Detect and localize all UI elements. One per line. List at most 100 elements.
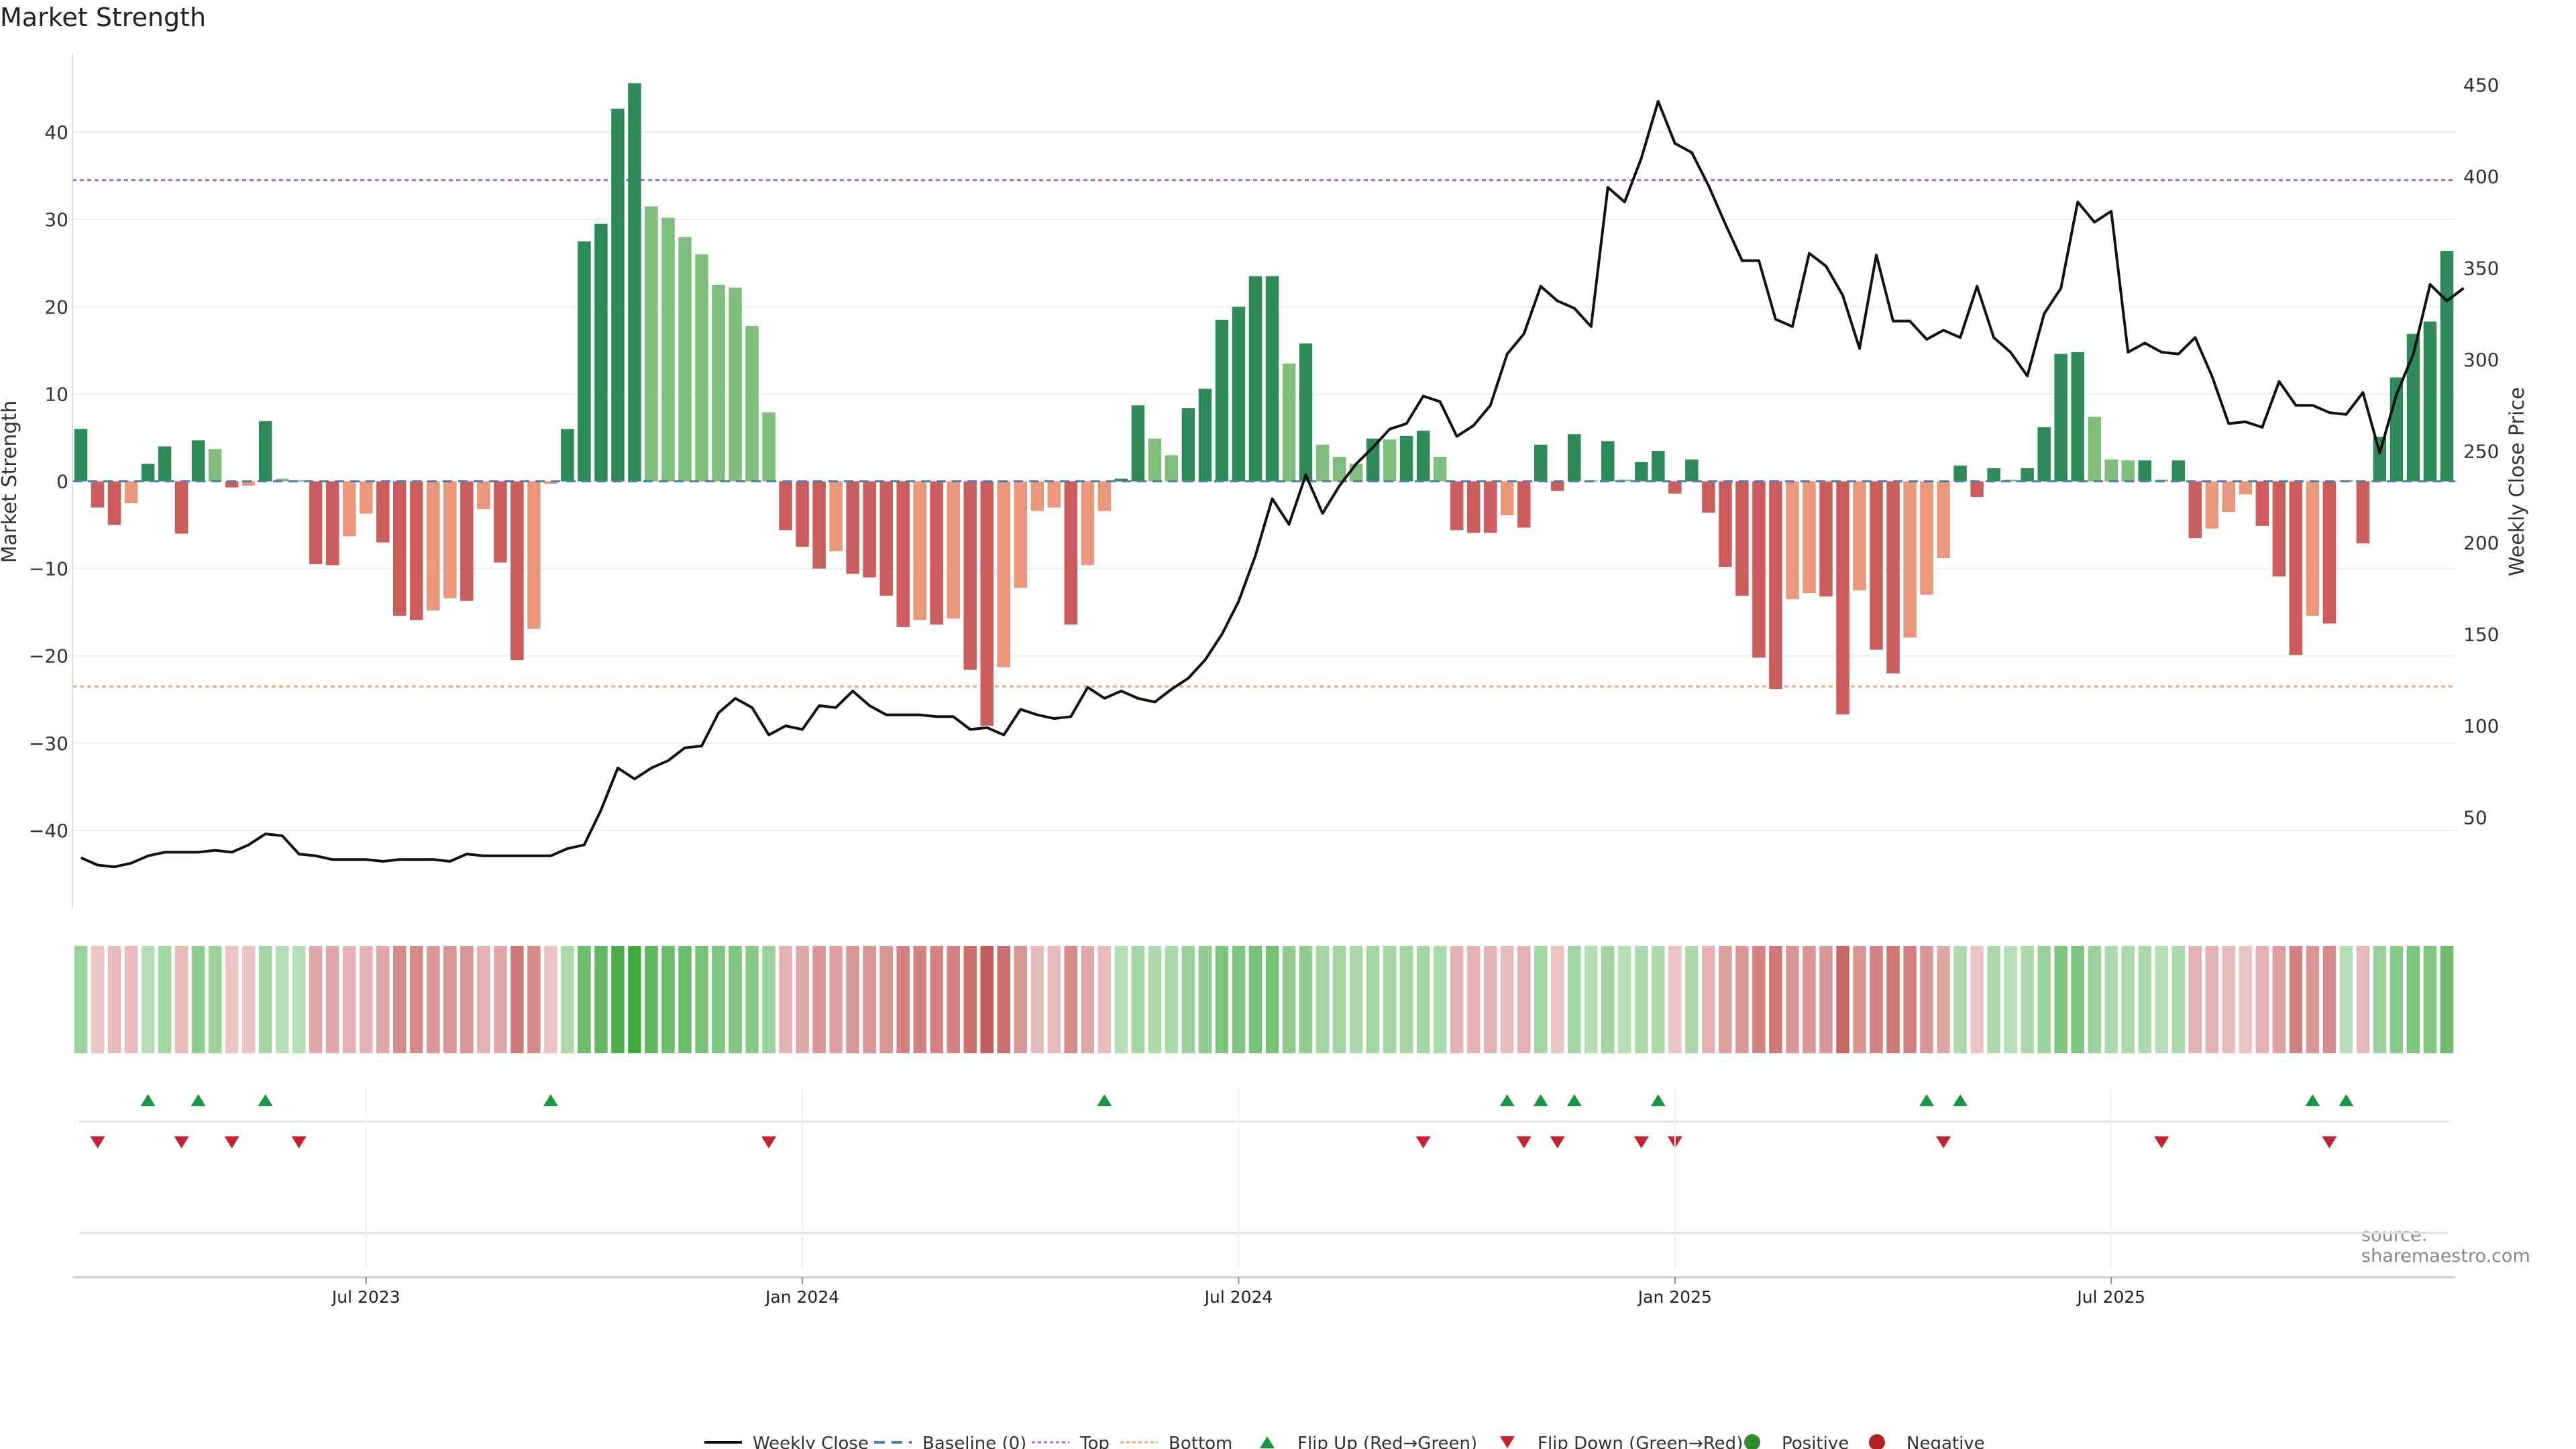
legend-item: Bottom: [1120, 1434, 1232, 1449]
x-tick-label: Jan 2025: [1637, 1287, 1712, 1307]
heat-cell: [1920, 946, 1933, 1053]
strength-bar: [410, 481, 423, 621]
heat-cell: [107, 946, 121, 1053]
strength-bar: [2306, 481, 2320, 616]
heat-cell: [460, 946, 474, 1053]
heat-cell: [393, 946, 407, 1053]
heat-cell: [1937, 946, 1950, 1053]
heat-cell: [1500, 946, 1514, 1053]
heat-cell: [1416, 946, 1430, 1053]
strength-bar: [1131, 405, 1145, 482]
flip-down-marker: [291, 1136, 307, 1148]
heat-cell: [1769, 946, 1782, 1053]
weekly-close-line: [80, 100, 2465, 869]
heat-cell: [1819, 946, 1833, 1053]
heat-cell: [1886, 946, 1900, 1053]
y-tick-right: 400: [2463, 166, 2499, 188]
heat-cell: [2205, 946, 2219, 1053]
strength-bar: [2138, 460, 2151, 482]
heat-cell: [963, 946, 977, 1053]
x-tick-label: Jul 2025: [2076, 1287, 2145, 1307]
strength-bar: [1332, 457, 1346, 482]
flip-down-marker: [2322, 1136, 2337, 1148]
flip-markers: [79, 1094, 2449, 1234]
flip-up-marker: [543, 1094, 558, 1106]
heat-strip: [74, 946, 2454, 1053]
legend-item: Positive: [1744, 1434, 1849, 1449]
strength-bar: [661, 217, 675, 482]
heat-cell: [2272, 946, 2286, 1053]
heat-cell: [829, 946, 843, 1053]
heat-cell: [2021, 946, 2034, 1053]
strength-bar: [124, 481, 138, 504]
flip-up-marker: [1650, 1094, 1666, 1106]
flip-up-marker: [2305, 1094, 2320, 1106]
heat-cell: [896, 946, 910, 1053]
legend-swatch: [1260, 1436, 1275, 1448]
strength-bar: [963, 481, 977, 670]
heat-cell: [1903, 946, 1917, 1053]
strength-bar: [645, 206, 658, 482]
strength-bar: [342, 481, 356, 537]
y-tick-right: 100: [2463, 715, 2499, 737]
heat-cell: [947, 946, 960, 1053]
heat-cell: [1383, 946, 1397, 1053]
strength-bar: [494, 481, 507, 563]
strength-bar: [913, 481, 926, 621]
strength-bar: [1568, 434, 1581, 482]
legend-swatch: [1869, 1434, 1885, 1449]
strength-bar: [678, 237, 692, 482]
legend-item: Flip Down (Green→Red): [1500, 1434, 1743, 1449]
x-tick-label: Jul 2024: [1203, 1287, 1273, 1307]
strength-bar: [1635, 462, 1648, 482]
strength-bar: [1702, 481, 1715, 513]
heat-cell: [863, 946, 876, 1053]
flip-up-marker: [1953, 1094, 1968, 1106]
heat-cell: [1719, 946, 1732, 1053]
flip-down-marker: [90, 1136, 105, 1148]
heat-cell: [1097, 946, 1112, 1053]
heat-cell: [325, 946, 339, 1053]
y-tick-right: 200: [2463, 532, 2499, 554]
heat-cell: [2088, 946, 2101, 1053]
heat-cell: [913, 946, 926, 1053]
strength-bar: [1769, 481, 1782, 690]
strength-bar: [2255, 481, 2269, 526]
legend-item: Weekly Close: [704, 1434, 869, 1449]
strength-bar: [1014, 481, 1028, 588]
flip-down-marker: [1516, 1136, 1532, 1148]
heat-cell: [1131, 946, 1145, 1053]
strength-bar: [779, 481, 792, 531]
strength-bar: [980, 481, 994, 726]
legend-item: Top: [1032, 1434, 1110, 1449]
heat-cell: [2004, 946, 2017, 1053]
y-tick-left: −30: [29, 733, 68, 755]
heat-cell: [191, 946, 205, 1053]
strength-bar: [1097, 481, 1112, 511]
strength-bar: [443, 481, 457, 598]
strength-bar: [1399, 435, 1413, 482]
legend-label: Flip Up (Red→Green): [1297, 1434, 1477, 1449]
heat-cell: [645, 946, 658, 1053]
y-tick-right: 250: [2463, 440, 2499, 462]
y-axis-title-left: Market Strength: [0, 400, 21, 563]
heat-cell: [2037, 946, 2051, 1053]
strength-bar: [947, 481, 960, 619]
strength-bar: [1181, 408, 1195, 482]
heat-cell: [2104, 946, 2118, 1053]
strength-bar: [1215, 319, 1229, 482]
y-tick-left: −40: [29, 820, 68, 842]
heat-cell: [1550, 946, 1564, 1053]
heat-cell: [141, 946, 155, 1053]
strength-bar: [1383, 439, 1397, 482]
heat-cell: [611, 946, 625, 1053]
threshold-layer: [72, 179, 2455, 688]
strength-bar: [1752, 481, 1766, 658]
heat-cell: [1652, 946, 1665, 1053]
legend-item: Flip Up (Red→Green): [1260, 1434, 1477, 1449]
heat-cell: [2071, 946, 2084, 1053]
heat-cell: [1299, 946, 1313, 1053]
strength-bar: [2373, 437, 2387, 482]
heat-cell: [275, 946, 289, 1053]
strength-bar: [258, 421, 272, 482]
